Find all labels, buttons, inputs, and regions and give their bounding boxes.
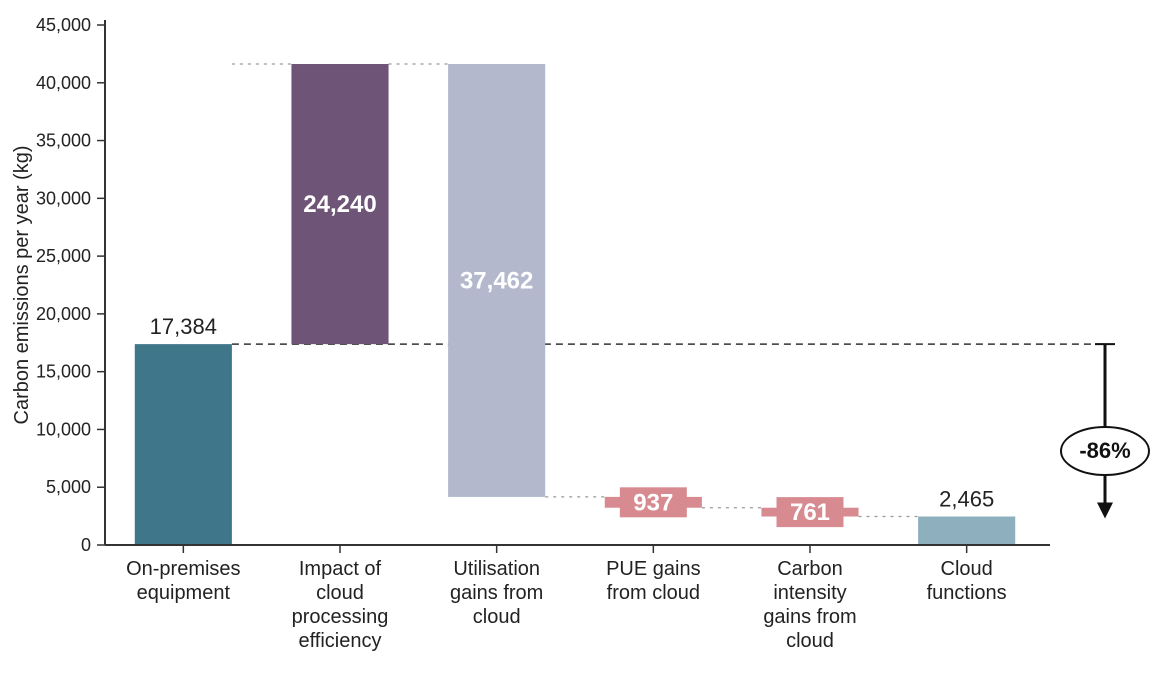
bar-value: 17,384: [150, 314, 217, 339]
bar: [918, 517, 1015, 545]
bar-value: 37,462: [460, 267, 533, 294]
bar-value: 761: [790, 499, 830, 526]
svg-text:10,000: 10,000: [36, 419, 91, 439]
svg-text:30,000: 30,000: [36, 188, 91, 208]
waterfall-chart: 0 5,000 10,000 15,000 20,000 25,000 30,000 35,0…: [0, 0, 1160, 684]
chart-svg: 0 5,000 10,000 15,000 20,000 25,000 30,000 35,0…: [0, 0, 1160, 684]
svg-text:Carbon emissions per year (kg): Carbon emissions per year (kg): [11, 146, 33, 425]
bar-value: 937: [633, 489, 673, 516]
bar: [135, 344, 232, 545]
bar-value: 24,240: [303, 191, 376, 218]
svg-text:25,000: 25,000: [36, 246, 91, 266]
svg-text:0: 0: [81, 535, 91, 555]
svg-text:15,000: 15,000: [36, 362, 91, 382]
delta-badge: -86%: [1079, 438, 1130, 463]
svg-text:5,000: 5,000: [46, 477, 91, 497]
svg-text:45,000: 45,000: [36, 15, 91, 35]
bar-value: 2,465: [939, 487, 994, 512]
svg-text:20,000: 20,000: [36, 304, 91, 324]
svg-text:35,000: 35,000: [36, 131, 91, 151]
svg-text:40,000: 40,000: [36, 73, 91, 93]
